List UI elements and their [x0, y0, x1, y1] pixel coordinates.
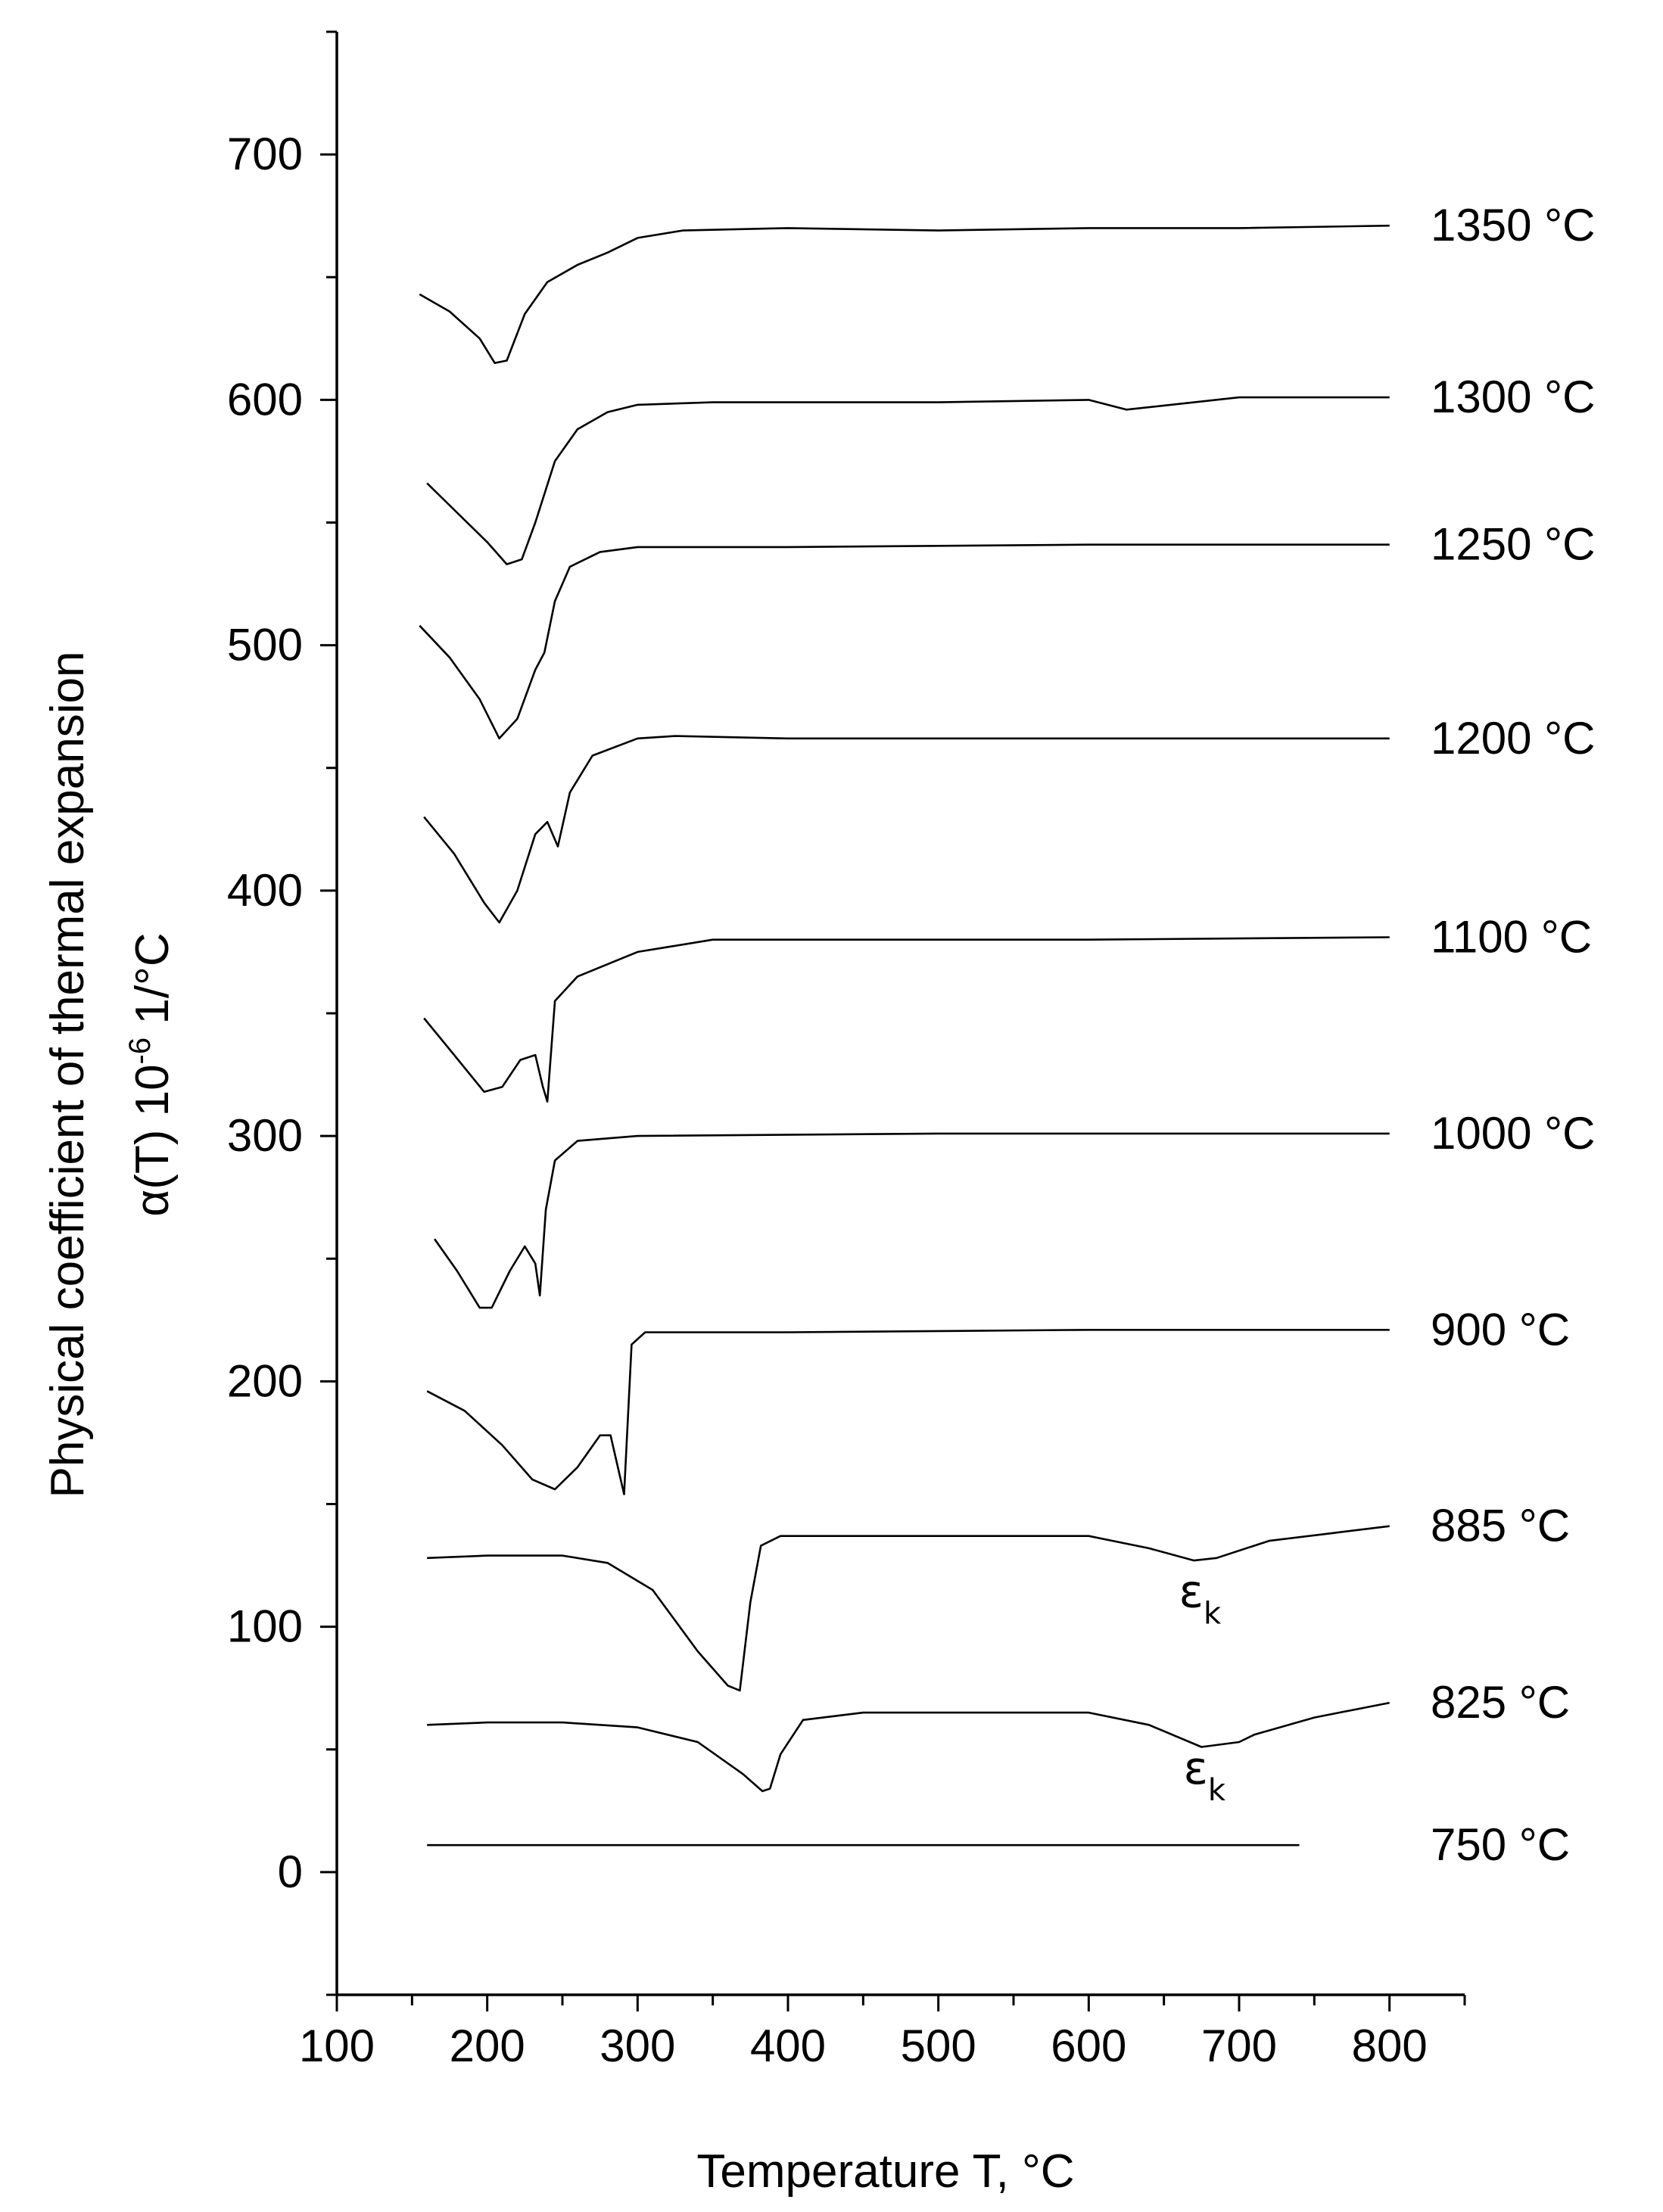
series-label: 1250 °C [1431, 519, 1595, 570]
x-tick-label: 600 [1051, 2021, 1126, 2071]
series-label: 1000 °C [1431, 1108, 1595, 1159]
series-line-1 [426, 396, 1390, 565]
series-line-8 [427, 1701, 1390, 1793]
x-tick-label: 700 [1201, 2021, 1277, 2071]
y-axis-title-exponent: -6 [123, 1038, 157, 1065]
y-axis-title-line1: Physical coefficient of thermal expansio… [42, 652, 94, 1498]
y-tick-label: 0 [278, 1846, 303, 1897]
y-tick-label: 300 [227, 1110, 303, 1161]
series-line-3 [423, 735, 1390, 924]
x-tick-label: 200 [450, 2021, 525, 2071]
series-label: 1200 °C [1431, 713, 1595, 764]
annotation-subscript: k [1208, 1773, 1226, 1808]
series-line-2 [419, 543, 1390, 740]
series-label: 885 °C [1431, 1501, 1570, 1551]
epsilon-k-annotation: εk [1183, 1742, 1225, 1808]
annotation-subscript: k [1204, 1597, 1222, 1632]
y-tick-label: 100 [227, 1601, 303, 1652]
y-tick-label: 600 [227, 374, 303, 425]
y-axis-title-suffix: 1/°C [126, 932, 179, 1038]
series-line-5 [434, 1132, 1390, 1309]
series-line-4 [423, 936, 1390, 1103]
series-label: 1300 °C [1431, 372, 1595, 422]
epsilon-k-annotation: εk [1179, 1566, 1222, 1632]
x-tick-label: 800 [1352, 2021, 1428, 2071]
series-label: 825 °C [1431, 1677, 1570, 1728]
y-tick-label: 500 [227, 620, 303, 670]
x-tick-label: 500 [901, 2021, 976, 2071]
axes: 0 100 200 300 400 500 600 700 100 200 300 400 500 600… [227, 30, 1466, 2071]
y-axis-title-line2: α(T) 10-6 1/°C [123, 932, 179, 1216]
series-label: 1100 °C [1431, 911, 1592, 962]
y-tick-label: 400 [227, 865, 303, 916]
series-line-6 [426, 1329, 1390, 1495]
x-tick-label: 300 [599, 2021, 675, 2071]
annotation-symbol: ε [1183, 1742, 1207, 1795]
annotation-symbol: ε [1179, 1566, 1204, 1619]
x-tick-label: 100 [299, 2021, 375, 2071]
series-label: 900 °C [1431, 1304, 1570, 1355]
series-line-0 [419, 224, 1390, 364]
series-group [419, 224, 1390, 1846]
y-tick-label: 700 [227, 129, 303, 179]
series-line-7 [427, 1525, 1390, 1692]
x-axis-title: Temperature T, °C [696, 2145, 1074, 2198]
x-tick-label: 400 [750, 2021, 826, 2071]
y-tick-label: 200 [227, 1355, 303, 1406]
series-label: 1350 °C [1431, 200, 1595, 250]
y-axis-title-prefix: α(T) 10 [126, 1064, 179, 1216]
series-labels: 1350 °C 1300 °C 1250 °C 1200 °C 1100 °C 1000 … [1431, 200, 1595, 1870]
series-label: 750 °C [1431, 1819, 1570, 1870]
